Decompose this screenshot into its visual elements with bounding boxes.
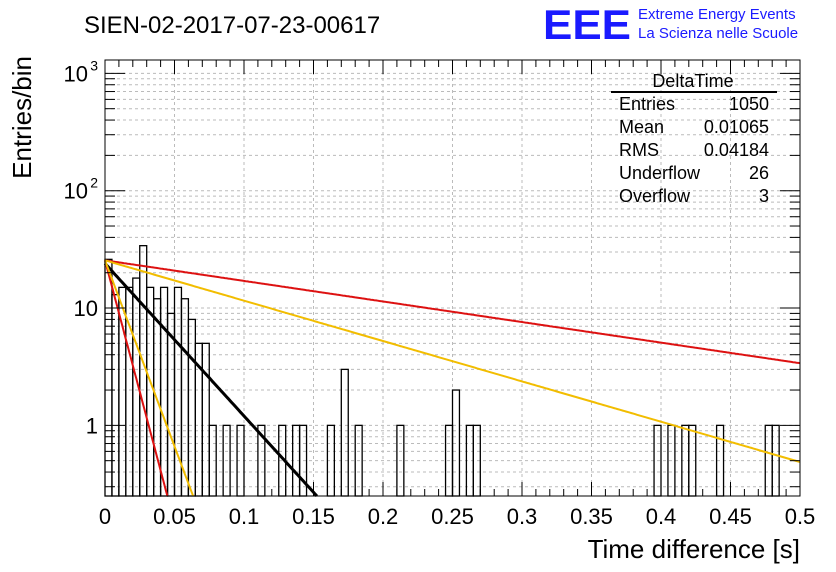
- stats-value-entries: 1050: [729, 94, 769, 114]
- logo-line-2: La Scienza nelle Scuole: [638, 25, 798, 42]
- histogram-bar: [187, 318, 196, 497]
- x-tick-label: 0.05: [153, 504, 196, 529]
- x-tick-label: 0.25: [431, 504, 474, 529]
- fit-curve: [104, 259, 801, 464]
- stats-value-overflow: 3: [759, 186, 769, 206]
- y-axis-label: Entries/bin: [7, 56, 37, 179]
- x-tick-labels: 0 0.05 0.1 0.15 0.2 0.25 0.3 0.35 0.4 0.45 0.5: [99, 504, 815, 529]
- x-axis-label: Time difference [s]: [588, 534, 800, 564]
- stats-label-rms: RMS: [619, 140, 659, 160]
- stats-box: DeltaTime Entries 1050 Mean 0.01065 RMS …: [611, 71, 777, 206]
- stats-value-underflow: 26: [749, 163, 769, 183]
- fit-curve: [104, 259, 195, 497]
- histogram-bar: [451, 389, 461, 497]
- axis-ticks: [104, 60, 801, 496]
- y-tick-label: 10: [64, 61, 88, 86]
- stats-label-mean: Mean: [619, 117, 664, 137]
- stats-label-overflow: Overflow: [619, 186, 691, 206]
- fit-curve: [104, 259, 801, 365]
- stats-label-underflow: Underflow: [619, 163, 701, 183]
- x-tick-label: 0.15: [292, 504, 335, 529]
- fit-curves: [103, 259, 801, 498]
- y-tick-label: 10: [74, 296, 98, 321]
- x-tick-label: 0.1: [229, 504, 260, 529]
- stats-label-entries: Entries: [619, 94, 675, 114]
- histogram: [104, 245, 780, 497]
- chart-title: SIEN-02-2017-07-23-00617: [84, 12, 380, 39]
- eee-logo: EEE Extreme Energy Events La Scienza nel…: [543, 1, 798, 48]
- histogram-bar: [111, 294, 120, 497]
- y-tick-label: 10: [64, 179, 88, 204]
- histogram-bar: [166, 312, 176, 497]
- x-tick-label: 0: [99, 504, 111, 529]
- x-tick-label: 0.4: [646, 504, 677, 529]
- fit-curve: [103, 262, 318, 498]
- stats-value-rms: 0.04184: [704, 140, 769, 160]
- histogram-bar: [146, 286, 155, 497]
- histogram-bar: [159, 286, 169, 497]
- stats-value-mean: 0.01065: [704, 117, 769, 137]
- grid: [105, 60, 800, 496]
- histogram-bar: [340, 368, 349, 497]
- x-tick-label: 0.5: [785, 504, 816, 529]
- logo-line-1: Extreme Energy Events: [638, 6, 796, 23]
- histogram-bar: [201, 342, 210, 497]
- y-tick-exponent: 3: [90, 57, 98, 73]
- x-tick-label: 0.2: [368, 504, 399, 529]
- x-tick-label: 0.45: [709, 504, 752, 529]
- y-tick-exponent: 2: [90, 175, 98, 191]
- x-tick-label: 0.35: [570, 504, 613, 529]
- y-tick-label: 1: [86, 413, 98, 438]
- stats-title: DeltaTime: [652, 71, 733, 91]
- fit-curve: [104, 260, 169, 497]
- x-tick-label: 0.3: [507, 504, 538, 529]
- logo-mark: EEE: [543, 1, 631, 48]
